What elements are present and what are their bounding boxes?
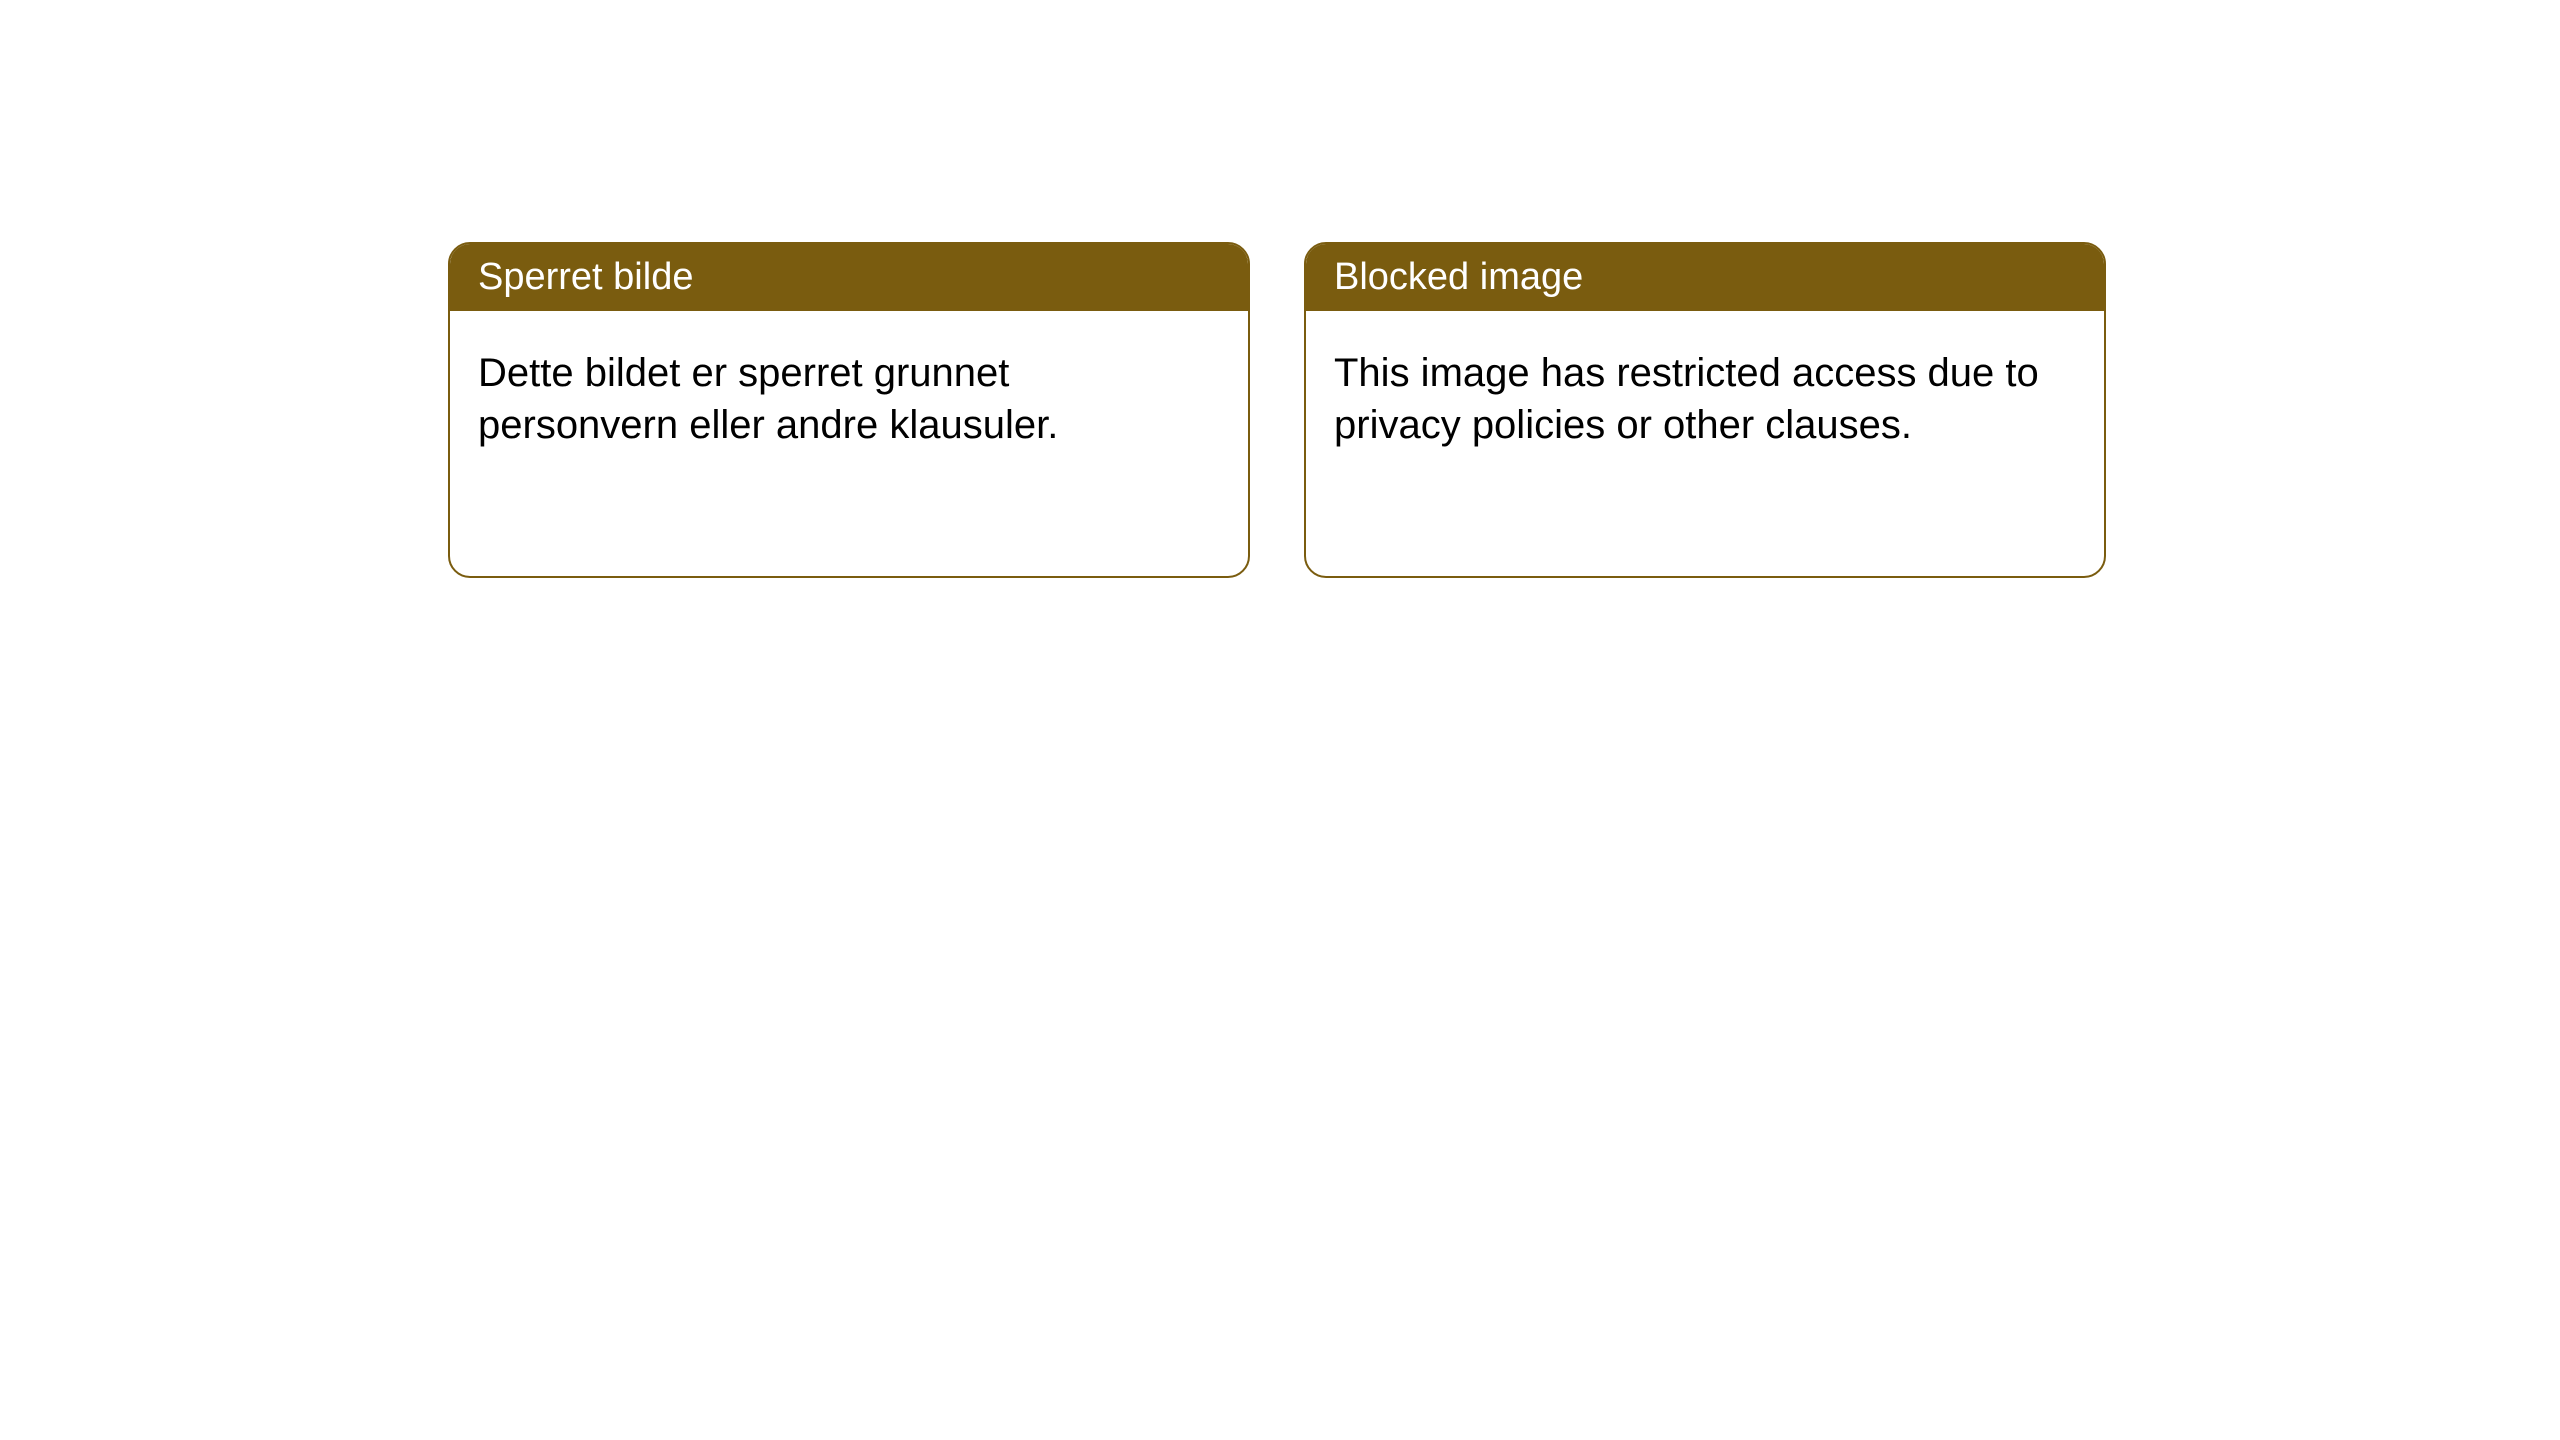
card-body-text: Dette bildet er sperret grunnet personve… bbox=[478, 351, 1058, 447]
notice-card-norwegian: Sperret bilde Dette bildet er sperret gr… bbox=[448, 242, 1250, 578]
card-title: Sperret bilde bbox=[478, 256, 693, 298]
card-header: Blocked image bbox=[1306, 244, 2104, 311]
card-header: Sperret bilde bbox=[450, 244, 1248, 311]
card-title: Blocked image bbox=[1334, 256, 1583, 298]
card-body: This image has restricted access due to … bbox=[1306, 311, 2104, 487]
card-body-text: This image has restricted access due to … bbox=[1334, 351, 2039, 447]
notice-container: Sperret bilde Dette bildet er sperret gr… bbox=[0, 0, 2560, 578]
card-body: Dette bildet er sperret grunnet personve… bbox=[450, 311, 1248, 487]
notice-card-english: Blocked image This image has restricted … bbox=[1304, 242, 2106, 578]
